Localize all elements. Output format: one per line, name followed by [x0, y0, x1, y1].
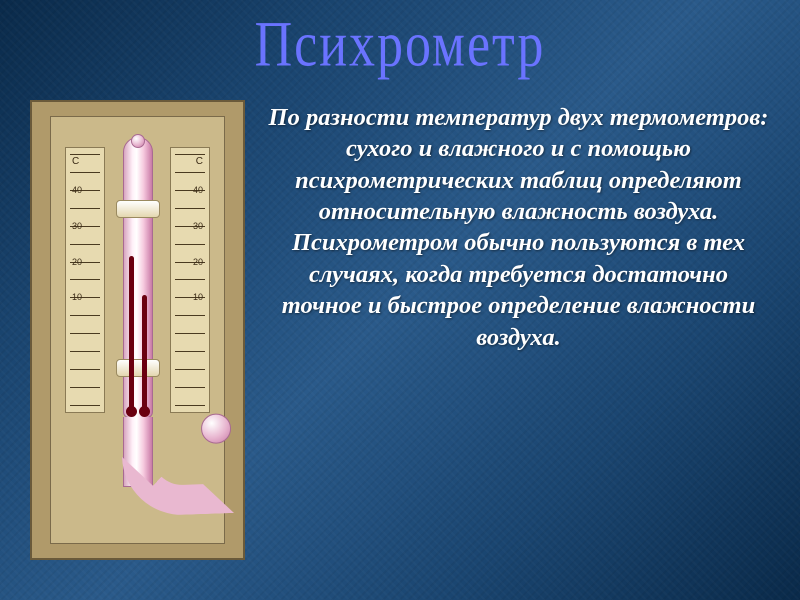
- scale-left: C: [65, 147, 105, 413]
- figure-panel: C C: [50, 116, 225, 544]
- slide: Психрометр C C: [0, 0, 800, 600]
- slide-title: Психрометр: [0, 8, 800, 82]
- body-text: По разности температур двух термометров:…: [267, 100, 770, 353]
- tube-clip-upper: [116, 200, 160, 218]
- ticks-right: [175, 154, 205, 406]
- bulb-wet: [139, 406, 150, 417]
- glass-tube: [123, 137, 153, 418]
- tube-clip-lower: [116, 359, 160, 377]
- thermometer-wet: [142, 295, 147, 414]
- ticks-left: [70, 154, 100, 406]
- content-row: C C: [30, 100, 770, 580]
- tube-cap: [131, 134, 145, 148]
- thermometer-dry: [129, 256, 134, 414]
- reservoir-curve: [121, 453, 233, 517]
- psychrometer-figure: C C: [30, 100, 245, 560]
- scale-right: C: [170, 147, 210, 413]
- reservoir-stem: [123, 417, 153, 487]
- reservoir-end: [200, 413, 231, 444]
- bulb-dry: [126, 406, 137, 417]
